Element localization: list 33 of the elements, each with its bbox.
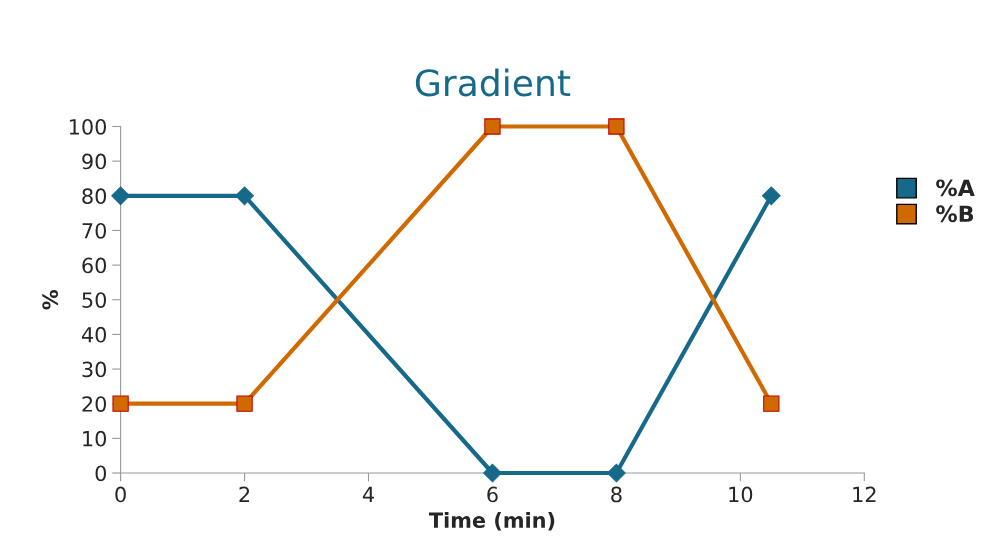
x-tick-label: 10 <box>729 486 753 503</box>
y-tick-label: 20 <box>82 396 107 412</box>
point <box>484 118 501 135</box>
y-tick-label: 0 <box>95 465 107 482</box>
point <box>608 118 625 135</box>
x-tick-label: 6 <box>487 486 498 503</box>
y-tick-label: 80 <box>82 188 107 205</box>
legend-label: %A <box>936 179 975 197</box>
point <box>761 186 781 206</box>
point <box>236 395 253 412</box>
y-tick-label: 70 <box>82 222 107 239</box>
x-tick-label: 12 <box>853 486 876 503</box>
y-tick-label: 30 <box>82 361 107 378</box>
y-tick-label: 60 <box>82 257 107 274</box>
y-tick-label: 100 <box>69 118 107 135</box>
x-tick-label: 0 <box>115 486 126 503</box>
point <box>235 186 254 206</box>
point <box>607 463 626 483</box>
x-tick-label: 4 <box>362 486 374 503</box>
y-axis-title: % <box>42 289 59 310</box>
point <box>112 395 129 412</box>
x-tick-label: 2 <box>239 486 250 503</box>
chart-title: Gradient <box>415 68 571 97</box>
x-axis-title: Time (min) <box>428 511 555 531</box>
x-tick-label: 8 <box>611 486 622 503</box>
point <box>111 186 130 206</box>
legend-label: %B <box>936 205 974 223</box>
y-tick-label: 40 <box>81 326 107 343</box>
y-tick-label: 50 <box>82 292 107 308</box>
point <box>763 395 780 412</box>
y-tick-label: 90 <box>82 153 107 170</box>
y-tick-label: 10 <box>83 430 107 447</box>
point <box>483 463 502 483</box>
